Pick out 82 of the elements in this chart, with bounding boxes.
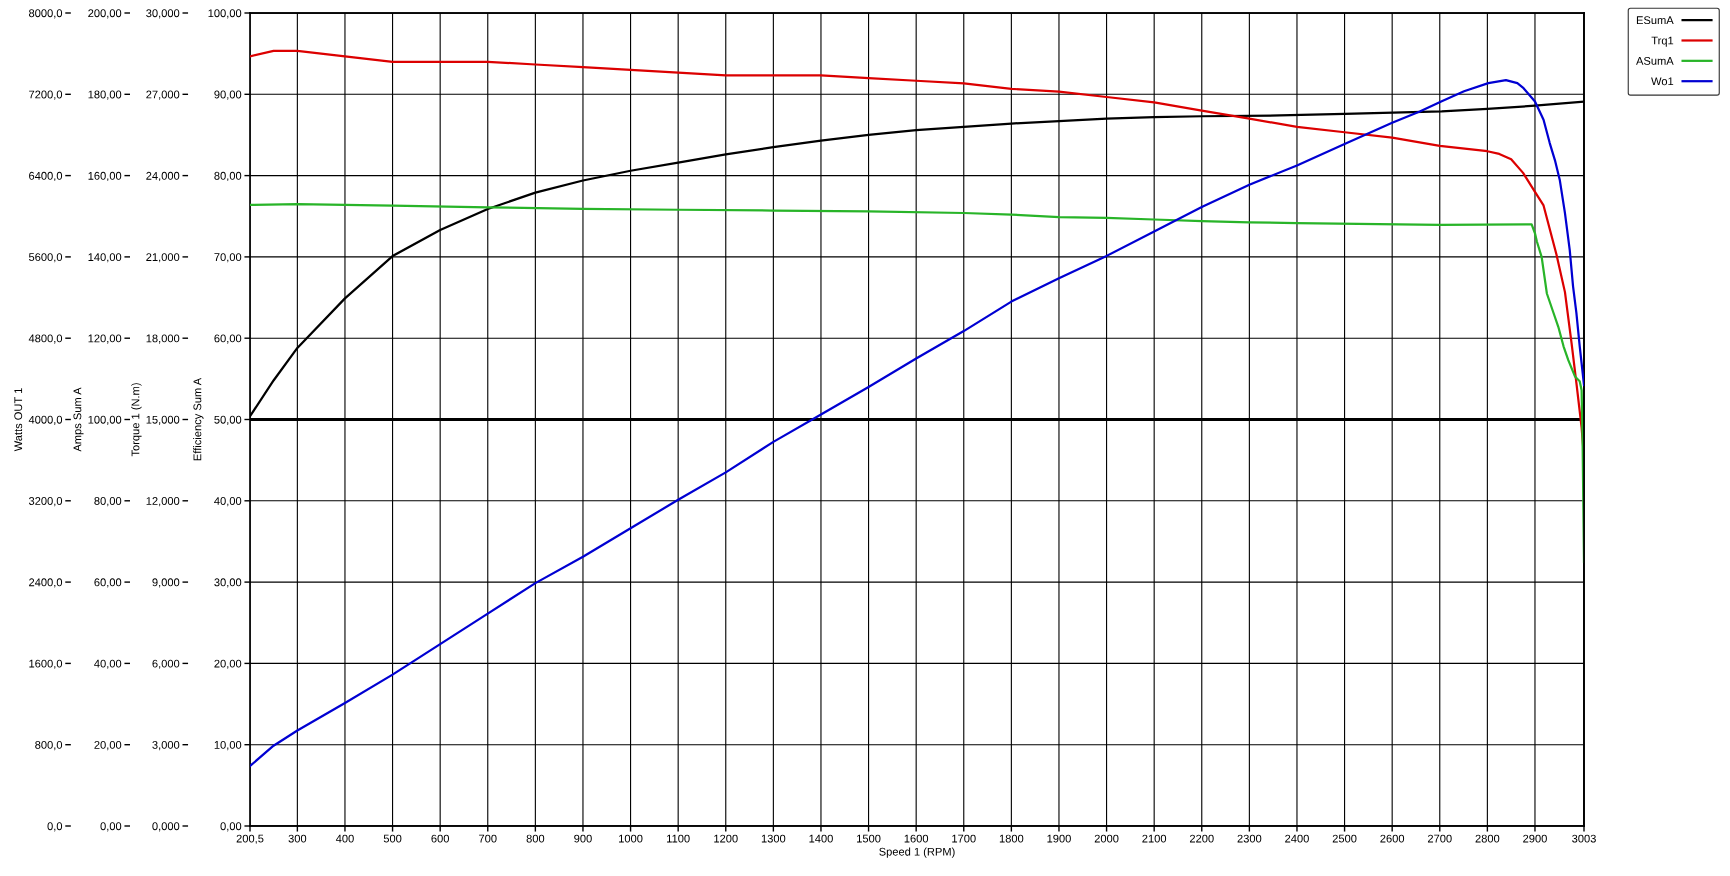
y-tick-label: 80,00 — [214, 171, 242, 182]
legend-label: ASumA — [1636, 56, 1674, 65]
x-tick-label: 1200 — [714, 834, 738, 843]
x-tick-label: 1800 — [999, 834, 1024, 843]
x-tick-label: 600 — [431, 834, 449, 843]
y2-tick-label: 4800,0 — [28, 334, 63, 344]
y2-tick-label: 27,000 — [146, 90, 180, 100]
x-tick-label: 900 — [574, 834, 592, 843]
y-tick-label: 70,00 — [214, 253, 242, 263]
legend-label: ESumA — [1636, 16, 1674, 25]
y2-tick-label: 18,000 — [146, 334, 180, 344]
y-tick-label: 0,00 — [100, 822, 122, 832]
x-tick-label: 2800 — [1475, 834, 1500, 843]
y2-tick-label: 800,0 — [35, 740, 63, 751]
y2-tick-label: 0,000 — [152, 822, 180, 832]
x-tick-label: 2100 — [1142, 834, 1167, 843]
y2-axis-title: Watts OUT 1 — [14, 388, 23, 452]
y2-tick-label: 7200,0 — [29, 90, 63, 100]
x-tick-label: 1500 — [857, 834, 881, 843]
y2-tick-label: 3200,0 — [28, 497, 63, 507]
x-axis-title: Speed 1 (RPM) — [879, 847, 955, 858]
x-tick-label: 2400 — [1285, 834, 1309, 843]
y2-tick-label: 24,000 — [146, 171, 180, 182]
y-tick-label: 90,00 — [214, 90, 242, 100]
x-tick-label: 2600 — [1380, 834, 1405, 843]
x-tick-label: 800 — [526, 834, 545, 843]
x-tick-label: 1300 — [761, 834, 786, 843]
y2-tick-label: 8000,0 — [29, 9, 63, 19]
y-tick-label: 60,00 — [94, 578, 122, 588]
y2-tick-label: 9,000 — [152, 578, 180, 588]
x-tick-label: 2700 — [1427, 834, 1452, 843]
y2-tick-label: 6400,0 — [29, 171, 63, 182]
y2-tick-label: 5600,0 — [28, 253, 63, 263]
x-tick-label: 500 — [383, 834, 402, 843]
x-tick-label: 2000 — [1094, 834, 1119, 843]
y-tick-label: 0,00 — [220, 822, 242, 832]
y2-tick-label: 15,000 — [146, 415, 180, 425]
y-tick-label: 20,00 — [214, 659, 242, 669]
x-tick-label: 2500 — [1332, 834, 1357, 843]
y-tick-label: 120,00 — [88, 334, 122, 344]
x-tick-label: 1000 — [619, 834, 643, 843]
x-tick-label: 1700 — [952, 834, 976, 843]
x-tick-label: 1100 — [667, 834, 690, 843]
x-tick-label: 200,5 — [236, 834, 264, 844]
y-tick-label: 30,00 — [214, 578, 242, 588]
x-tick-label: 1600 — [904, 834, 929, 843]
legend-label: Trq1 — [1651, 36, 1674, 47]
x-tick-label: 2300 — [1237, 834, 1262, 843]
y2-tick-label: 0,0 — [47, 822, 63, 832]
y-tick-label: 40,00 — [94, 659, 122, 669]
y-axis-title: Efficiency Sum A — [193, 377, 204, 461]
y-tick-label: 40,00 — [214, 497, 242, 507]
x-tick-label: 700 — [479, 834, 497, 843]
y-tick-label: 100,00 — [88, 415, 122, 425]
y-tick-label: 200,00 — [88, 9, 122, 19]
y2-tick-label: 21,000 — [146, 253, 180, 263]
y-axis-title: Amps Sum A — [73, 387, 84, 452]
x-tick-label: 2200 — [1189, 834, 1214, 843]
y-tick-label: 160,00 — [88, 171, 122, 182]
y2-tick-label: 4000,0 — [28, 415, 63, 425]
legend-label: Wo1 — [1651, 77, 1674, 86]
y2-axis-title: Torque 1 (N.m) — [131, 383, 142, 457]
y-tick-label: 180,00 — [88, 90, 122, 100]
y2-tick-label: 1600,0 — [29, 659, 63, 669]
y2-tick-label: 6,000 — [152, 659, 180, 669]
y-tick-label: 20,00 — [94, 740, 122, 751]
y2-tick-label: 2400,0 — [29, 578, 63, 588]
y2-tick-label: 12,000 — [146, 497, 180, 507]
x-tick-label: 1400 — [809, 834, 833, 843]
y-tick-label: 80,00 — [94, 497, 122, 507]
y2-tick-label: 30,000 — [146, 9, 180, 19]
y-tick-label: 50,00 — [214, 415, 242, 425]
y-tick-label: 140,00 — [88, 253, 122, 263]
y-tick-label: 10,00 — [214, 740, 242, 751]
x-tick-label: 300 — [288, 834, 307, 843]
x-tick-label: 400 — [335, 834, 354, 843]
y-tick-label: 60,00 — [214, 334, 242, 344]
x-tick-label: 3003 — [1572, 834, 1596, 843]
y2-tick-label: 3,000 — [152, 740, 180, 751]
x-tick-label: 1900 — [1047, 834, 1071, 843]
x-tick-label: 2900 — [1523, 834, 1547, 843]
y-tick-label: 100,00 — [208, 9, 242, 19]
